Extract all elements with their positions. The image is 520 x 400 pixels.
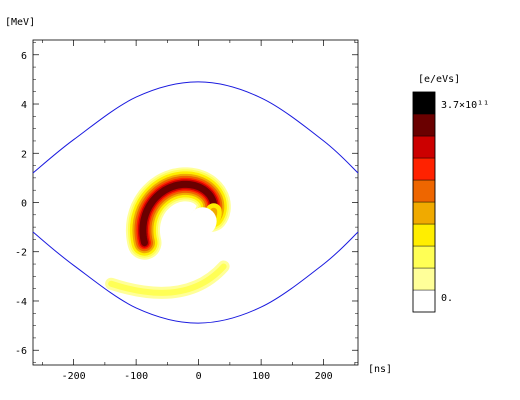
separatrix-lower xyxy=(32,231,359,324)
y-tick-label: 6 xyxy=(21,51,27,62)
colorbar-cell xyxy=(412,201,436,225)
colorbar-cell xyxy=(412,223,436,247)
y-tick-label: -6 xyxy=(15,346,27,357)
colorbar-frame xyxy=(412,91,436,313)
density-core-hole xyxy=(188,207,217,236)
x-tick-label: -200 xyxy=(62,371,86,382)
y-axis-label: [MeV] xyxy=(5,17,35,28)
colorbar-cell xyxy=(412,135,436,159)
x-tick-label: -100 xyxy=(124,371,148,382)
x-axis-ticks: -200 -100 0 100 200 xyxy=(42,40,356,382)
colorbar xyxy=(412,91,436,313)
separatrix-upper xyxy=(32,81,359,174)
density-distribution xyxy=(105,167,231,299)
x-tick-label: 200 xyxy=(315,371,333,382)
y-tick-label: -2 xyxy=(15,248,27,259)
y-tick-label: 2 xyxy=(21,149,27,160)
colorbar-cell xyxy=(412,267,436,291)
colorbar-cell xyxy=(412,179,436,203)
colorbar-cell xyxy=(412,157,436,181)
x-axis-label: [ns] xyxy=(368,364,392,375)
colorbar-cell xyxy=(412,91,436,115)
y-tick-label: -4 xyxy=(15,297,27,308)
colorbar-cell xyxy=(412,245,436,269)
y-axis-ticks: -6 -4 -2 0 2 4 6 xyxy=(15,42,358,363)
colorbar-min-label: 0. xyxy=(441,293,453,304)
colorbar-cell xyxy=(412,113,436,137)
x-tick-label: 0 xyxy=(196,371,202,382)
y-tick-label: 0 xyxy=(21,199,27,210)
y-tick-label: 4 xyxy=(21,100,27,111)
colorbar-max-label: 3.7×10¹¹ xyxy=(441,100,489,111)
colorbar-cell xyxy=(412,289,436,313)
colorbar-unit-label: [e/eVs] xyxy=(418,74,460,85)
density-tail-core xyxy=(108,263,227,296)
x-tick-label: 100 xyxy=(252,371,270,382)
